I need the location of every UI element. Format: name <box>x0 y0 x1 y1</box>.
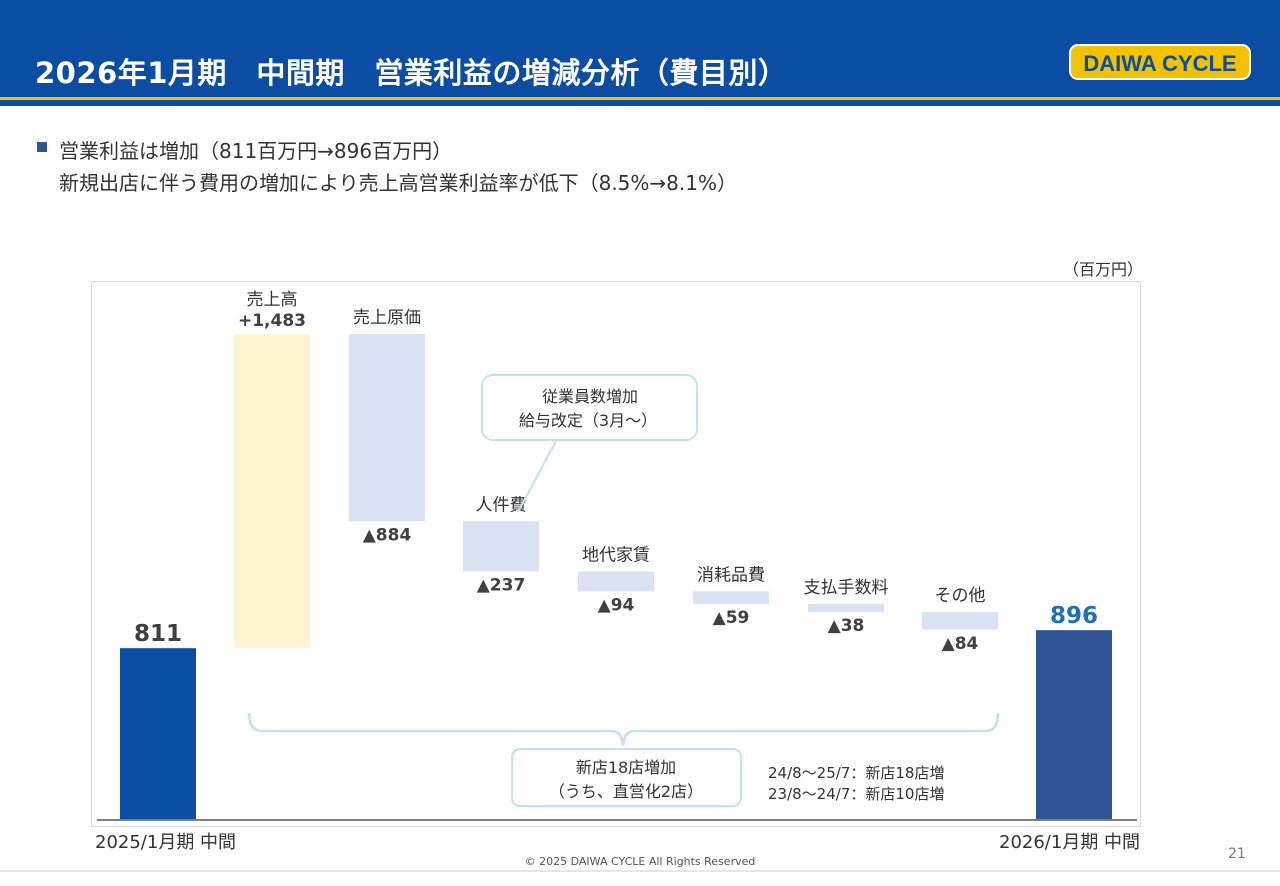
bar-step <box>693 591 769 604</box>
page-title: 2026年1月期 中間期 営業利益の増減分析（費目別） <box>35 56 788 90</box>
category-label: 支払手数料 <box>804 578 889 598</box>
chart-frame <box>91 281 1141 827</box>
x-label-start: 2025/1月期 中間 <box>95 832 237 853</box>
data-label-end: 896 <box>1050 603 1098 629</box>
header-bar <box>0 0 1280 97</box>
page-number: 21 <box>1228 846 1246 862</box>
svg-text:DAIWA CYCLE: DAIWA CYCLE <box>1083 51 1236 76</box>
data-label: ▲237 <box>477 575 526 595</box>
data-label: ▲94 <box>598 595 635 615</box>
bar-step <box>808 603 884 612</box>
data-label-start: 811 <box>134 621 182 647</box>
copyright-text: © 2025 DAIWA CYCLE All Rights Reserved <box>524 855 756 868</box>
bar-step <box>922 611 998 630</box>
callout-new-stores-box <box>511 748 742 807</box>
category-label: 地代家賃 <box>582 545 650 565</box>
data-label: +1,483 <box>238 311 306 331</box>
category-label: その他 <box>935 586 986 606</box>
callout-personnel-line1: 従業員数増加 <box>542 387 638 406</box>
brace-new-stores <box>247 712 1000 747</box>
callout-new-stores-line1: 新店18店増加 <box>576 758 676 777</box>
category-label: 人件費 <box>476 495 527 515</box>
callout-personnel-box <box>481 374 698 441</box>
data-label: ▲84 <box>942 634 979 654</box>
bar-step <box>463 521 539 572</box>
bar-step <box>234 334 310 649</box>
note-line: 23/8～24/7：新店10店増 <box>768 785 944 803</box>
bar-step <box>349 334 425 522</box>
summary-line-2: 新規出店に伴う費用の増加により売上高営業利益率が低下（8.5%→8.1%） <box>59 171 737 195</box>
header-bottom-line <box>0 100 1280 106</box>
bar-end <box>1036 630 1112 820</box>
x-label-end: 2026/1月期 中間 <box>999 832 1141 853</box>
category-label: 消耗品費 <box>697 565 765 585</box>
bar-start <box>120 648 196 820</box>
bar-step <box>578 571 654 592</box>
unit-label: （百万円） <box>1063 260 1144 279</box>
callout-new-stores-line2: （うち、直営化2店） <box>549 782 703 801</box>
category-label: 売上原価 <box>353 308 421 328</box>
data-label: ▲884 <box>363 525 412 545</box>
callout-personnel-line2: 給与改定（3月～） <box>519 411 657 430</box>
daiwa-cycle-logo: DAIWA CYCLE <box>1069 44 1251 80</box>
header-accent-line <box>0 97 1280 100</box>
callout-connector <box>517 440 557 513</box>
data-label: ▲38 <box>828 616 865 636</box>
bullet-square-icon <box>37 142 47 152</box>
note-line: 24/8～25/7：新店18店増 <box>768 764 944 782</box>
data-label: ▲59 <box>713 608 750 628</box>
summary-line-1: 営業利益は増加（811百万円→896百万円） <box>59 139 453 163</box>
footer-divider <box>0 870 1280 872</box>
category-label: 売上高 <box>247 290 298 310</box>
